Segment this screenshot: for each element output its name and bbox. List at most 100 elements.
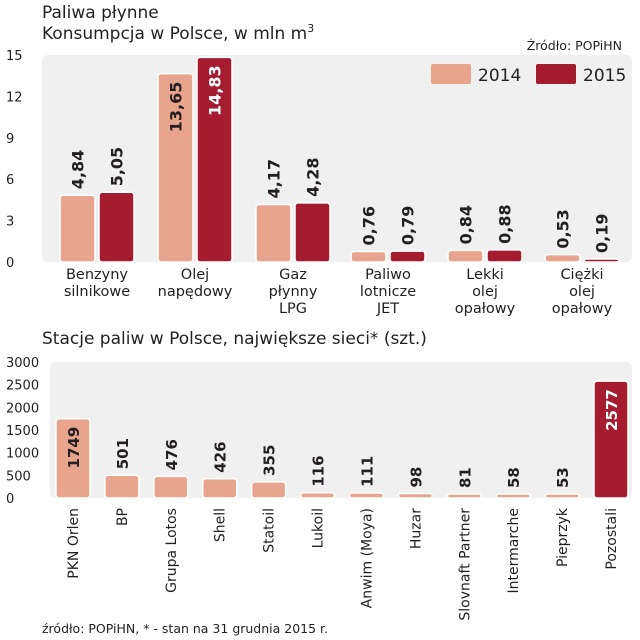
chart1-subtitle: Konsumpcja w Polsce, w mln m3 <box>42 22 314 44</box>
chart2-bar <box>446 493 483 499</box>
chart2-ytick-label: 3000 <box>6 356 39 371</box>
chart1-bar-2015 <box>98 191 135 263</box>
chart1-ytick-label: 6 <box>6 173 14 188</box>
chart1-bar-2015 <box>294 202 331 263</box>
chart2-value-label: 476 <box>163 439 181 470</box>
chart2-category-label: Intermarche <box>506 508 522 593</box>
chart1-bar-2015 <box>486 249 523 263</box>
chart2-category-label: Pozostali <box>604 508 620 570</box>
chart2-bar <box>593 380 629 499</box>
chart2-value-label: 53 <box>554 467 572 488</box>
chart1-bar-2015 <box>583 258 620 263</box>
chart2-bar <box>544 493 580 499</box>
chart1-ytick-label: 15 <box>6 49 23 64</box>
legend-2015-swatch <box>536 64 576 84</box>
chart2-ytick-label: 2500 <box>6 379 39 394</box>
chart2-category-label: Lukoil <box>311 508 327 548</box>
chart1-category-label: opałowy <box>455 301 516 317</box>
chart1-value-label: 0,19 <box>593 214 612 253</box>
chart1-bar-2014 <box>350 250 387 263</box>
chart1-bar-2014 <box>255 203 292 263</box>
chart2-ytick-label: 1500 <box>6 424 39 439</box>
chart1-ytick-label: 12 <box>6 90 23 105</box>
chart2-category-label: BP <box>115 508 131 526</box>
chart2-category-label: Statoil <box>262 508 278 553</box>
chart1-bar-2014 <box>544 253 581 263</box>
chart1-value-label: 4,84 <box>69 150 88 189</box>
chart2-plot-area <box>50 362 632 498</box>
chart1-value-label: 0,53 <box>554 209 573 248</box>
chart2-bar <box>495 493 531 499</box>
legend-2014-swatch <box>431 64 471 84</box>
chart1-value-label: 0,84 <box>457 205 476 244</box>
chart1-bar-2014 <box>59 194 96 263</box>
chart1-legend: 2014 2015 <box>431 64 626 86</box>
chart1-value-label: 14,83 <box>206 65 225 116</box>
chart2-bar <box>201 477 238 499</box>
chart1-value-label: 0,88 <box>496 204 515 243</box>
chart1-value-label: 5,05 <box>108 147 127 186</box>
chart1-subtitle-text: Konsumpcja w Polsce, w mln m <box>42 24 307 44</box>
chart1-bar-2015 <box>196 56 233 263</box>
chart2-category-label: Grupa Lotos <box>164 508 180 593</box>
chart1-category-label: Olej <box>181 267 209 283</box>
chart2-ytick-label: 2000 <box>6 401 39 416</box>
chart2-category-label: Anwim (Moya) <box>359 508 375 608</box>
chart1-value-label: 0,76 <box>360 206 379 245</box>
chart1-category-label: Ciężki <box>560 267 603 283</box>
chart2-stations: 0 500 1000 1500 2000 2500 3000 1749 PKN Orlen 501… <box>6 356 632 621</box>
chart1-title: Paliwa płynne <box>42 3 159 23</box>
chart2-value-label: 501 <box>114 438 132 469</box>
chart2-ytick-label: 1000 <box>6 447 39 462</box>
chart2-footnote: źródło: POPiHN, * - stan na 31 grudnia 2… <box>42 621 328 636</box>
chart2-bar <box>104 474 140 499</box>
chart1-value-label: 0,79 <box>399 206 418 245</box>
chart1-category-label: Paliwo <box>365 267 411 283</box>
chart1-value-label: 4,28 <box>304 157 323 196</box>
chart1-value-label: 4,17 <box>265 159 284 198</box>
chart1-category-label: olej <box>472 284 498 300</box>
chart2-bar <box>299 491 336 499</box>
chart1-category-label: LPG <box>279 301 307 317</box>
chart2-bar <box>348 492 385 499</box>
chart2-value-label: 58 <box>505 467 523 488</box>
chart1-value-label: 13,65 <box>167 82 186 133</box>
chart1-category-label: opałowy <box>552 301 613 317</box>
chart1-category-label: silnikowe <box>64 284 130 300</box>
chart1-category-label: Lekki <box>466 267 504 283</box>
chart2-value-label: 116 <box>310 455 328 486</box>
chart1-ytick-label: 3 <box>6 215 14 230</box>
chart1-ytick-label: 0 <box>6 256 14 271</box>
chart2-bar <box>55 417 91 499</box>
chart2-ytick-label: 500 <box>6 469 31 484</box>
legend-2015-label: 2015 <box>583 66 626 86</box>
chart1-category-label: olej <box>569 284 595 300</box>
chart2-category-label: Huzar <box>408 508 424 549</box>
chart2-value-label: 2577 <box>603 389 621 431</box>
chart2-bar <box>397 492 434 499</box>
chart1-category-label: Benzyny <box>66 267 128 283</box>
chart2-category-label: PKN Orlen <box>66 508 82 579</box>
chart1-category-label: płynny <box>269 284 318 300</box>
chart1-bar-2015 <box>389 250 426 263</box>
chart2-title: Stacje paliw w Polsce, największe sieci*… <box>42 329 427 349</box>
chart2-bar <box>153 475 189 499</box>
chart2-bar <box>250 481 287 499</box>
chart2-value-label: 98 <box>407 467 425 488</box>
chart1-category-label: lotnicze <box>360 284 416 300</box>
chart1-category-label: napędowy <box>158 284 233 300</box>
chart2-value-label: 81 <box>456 467 474 488</box>
chart2-value-label: 355 <box>261 445 279 476</box>
chart1-category-label: JET <box>376 301 399 317</box>
legend-2014-label: 2014 <box>478 66 521 86</box>
chart1-source: Źródło: POPiHN <box>527 38 622 53</box>
chart2-category-label: Pieprzyk <box>555 507 571 567</box>
chart2-value-label: 1749 <box>65 427 83 469</box>
chart1-ytick-label: 9 <box>6 132 14 147</box>
chart2-ytick-label: 0 <box>6 492 14 507</box>
chart1-category-label: Gaz <box>279 267 307 283</box>
chart1-subtitle-sup: 3 <box>307 22 314 35</box>
chart1-bar-2014 <box>157 72 194 263</box>
